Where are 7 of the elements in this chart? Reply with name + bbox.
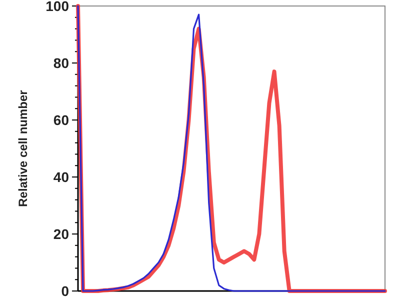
y-axis-title: Relative cell number <box>16 90 30 207</box>
y-tick-label: 100 <box>46 0 70 14</box>
y-tick-label: 40 <box>53 168 70 185</box>
y-tick-label: 20 <box>53 226 70 242</box>
y-tick-label: 0 <box>61 282 70 299</box>
y-tick-label: 80 <box>53 54 70 71</box>
y-tick-label: 60 <box>53 112 70 128</box>
